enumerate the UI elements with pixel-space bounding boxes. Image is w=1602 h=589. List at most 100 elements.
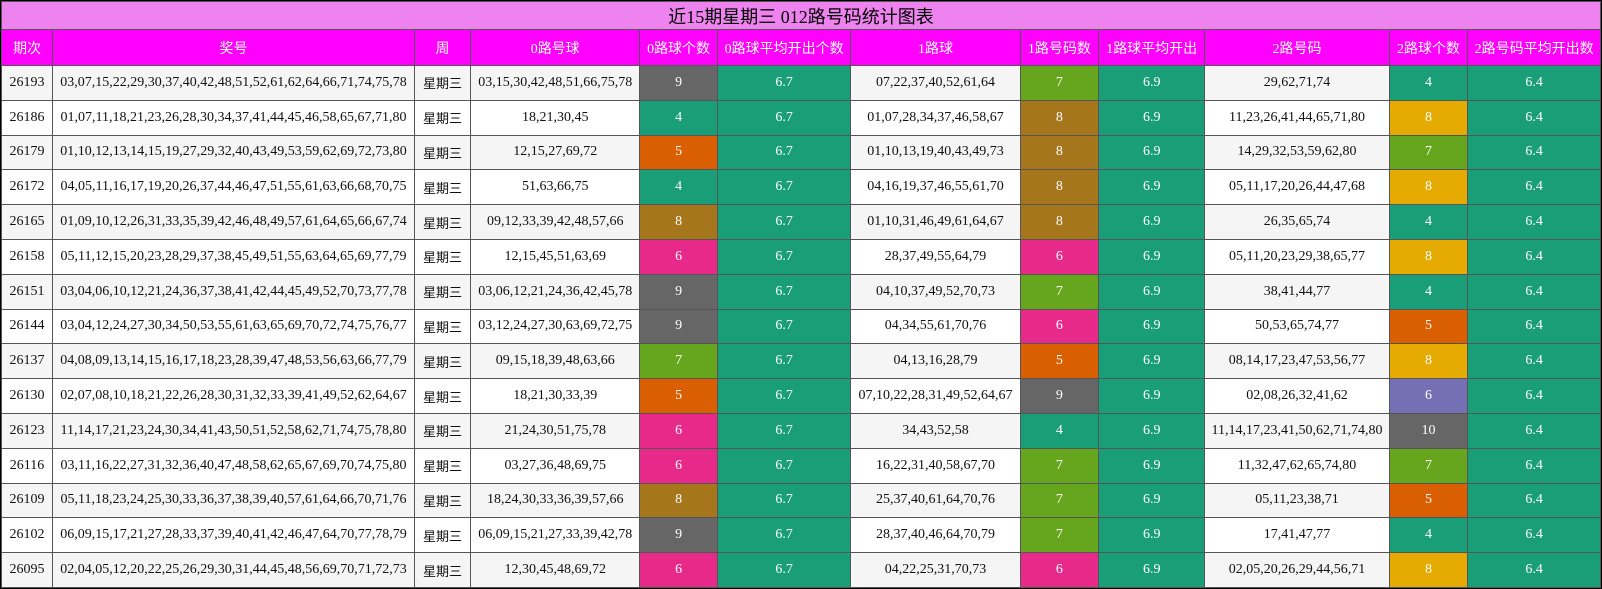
table-row[interactable]: 26151 03,04,06,10,12,21,24,36,37,38,41,42… — [1, 273, 1601, 310]
route2-count-cell: 8 — [1388, 552, 1469, 588]
winning-numbers-cell: 03,11,16,22,27,31,32,36,40,47,48,58,62,6… — [51, 447, 415, 484]
header-week[interactable]: 周 — [413, 29, 472, 66]
table-row[interactable]: 26144 03,04,12,24,27,30,34,50,53,55,61,63… — [1, 308, 1601, 345]
route1-numbers-cell: 04,16,19,37,46,55,61,70 — [850, 169, 1021, 206]
route2-average-cell: 6.4 — [1467, 204, 1601, 240]
issue-cell: 26179 — [1, 134, 53, 171]
header-route0-count[interactable]: 0路球个数 — [639, 29, 718, 66]
route2-count-cell: 5 — [1388, 482, 1469, 519]
route2-count-cell: 8 — [1388, 343, 1469, 380]
header-route1-count[interactable]: 1路号码数 — [1019, 29, 1100, 66]
table-row[interactable]: 26165 01,09,10,12,26,31,33,35,39,42,46,48… — [1, 204, 1601, 240]
route1-count-cell: 8 — [1019, 99, 1100, 136]
route0-numbers-cell: 03,27,36,48,69,75 — [470, 447, 641, 484]
route2-average-cell: 6.4 — [1467, 238, 1601, 275]
table-row[interactable]: 26158 05,11,12,15,20,23,28,29,37,38,45,49… — [1, 238, 1601, 275]
route2-count-cell: 4 — [1388, 204, 1469, 240]
route2-count-cell: 8 — [1388, 169, 1469, 206]
route0-average-cell: 6.7 — [716, 204, 852, 240]
week-cell: 星期三 — [413, 412, 472, 449]
issue-cell: 26172 — [1, 169, 53, 206]
route1-count-cell: 7 — [1019, 273, 1100, 310]
route1-count-cell: 6 — [1019, 238, 1100, 275]
header-route2-average[interactable]: 2路号码平均开出数 — [1467, 29, 1601, 66]
table-row[interactable]: 26179 01,10,12,13,14,15,19,27,29,32,40,43… — [1, 134, 1601, 171]
route0-average-cell: 6.7 — [716, 134, 852, 171]
route0-count-cell: 4 — [639, 99, 718, 136]
header-route0-average[interactable]: 0路球平均开出个数 — [716, 29, 852, 66]
route2-average-cell: 6.4 — [1467, 552, 1601, 588]
route1-average-cell: 6.9 — [1098, 204, 1206, 240]
table-title: 近15期星期三 012路号码统计图表 — [1, 1, 1601, 30]
route1-average-cell: 6.9 — [1098, 378, 1206, 414]
route2-count-cell: 4 — [1388, 273, 1469, 310]
route2-count-cell: 8 — [1388, 238, 1469, 275]
route0-count-cell: 7 — [639, 343, 718, 380]
route2-count-cell: 7 — [1388, 447, 1469, 484]
route1-numbers-cell: 07,10,22,28,31,49,52,64,67 — [850, 378, 1021, 414]
route2-numbers-cell: 05,11,23,38,71 — [1204, 482, 1390, 519]
route1-count-cell: 8 — [1019, 204, 1100, 240]
route2-numbers-cell: 02,08,26,32,41,62 — [1204, 378, 1390, 414]
route1-numbers-cell: 25,37,40,61,64,70,76 — [850, 482, 1021, 519]
winning-numbers-cell: 05,11,12,15,20,23,28,29,37,38,45,49,51,5… — [51, 238, 415, 275]
route2-count-cell: 5 — [1388, 308, 1469, 345]
week-cell: 星期三 — [413, 134, 472, 171]
week-cell: 星期三 — [413, 204, 472, 240]
route2-average-cell: 6.4 — [1467, 273, 1601, 310]
table-row[interactable]: 26130 02,07,08,10,18,21,22,26,28,30,31,32… — [1, 378, 1601, 414]
table-row[interactable]: 26137 04,08,09,13,14,15,16,17,18,23,28,39… — [1, 343, 1601, 380]
table-row[interactable]: 26116 03,11,16,22,27,31,32,36,40,47,48,58… — [1, 447, 1601, 484]
table-row[interactable]: 26095 02,04,05,12,20,22,25,26,29,30,31,44… — [1, 552, 1601, 588]
header-issue[interactable]: 期次 — [1, 29, 53, 66]
table-title-row: 近15期星期三 012路号码统计图表 — [1, 1, 1601, 30]
table-row[interactable]: 26123 11,14,17,21,23,24,30,34,41,43,50,51… — [1, 412, 1601, 449]
winning-numbers-cell: 06,09,15,17,21,27,28,33,37,39,40,41,42,4… — [51, 517, 415, 554]
winning-numbers-cell: 04,05,11,16,17,19,20,26,37,44,46,47,51,5… — [51, 169, 415, 206]
table-row[interactable]: 26102 06,09,15,17,21,27,28,33,37,39,40,41… — [1, 517, 1601, 554]
route0-numbers-cell: 09,15,18,39,48,63,66 — [470, 343, 641, 380]
route2-average-cell: 6.4 — [1467, 343, 1601, 380]
route1-numbers-cell: 16,22,31,40,58,67,70 — [850, 447, 1021, 484]
header-route2-count[interactable]: 2路球个数 — [1388, 29, 1469, 66]
week-cell: 星期三 — [413, 308, 472, 345]
route2-count-cell: 10 — [1388, 412, 1469, 449]
header-route2-numbers[interactable]: 2路号码 — [1204, 29, 1390, 66]
route2-numbers-cell: 11,23,26,41,44,65,71,80 — [1204, 99, 1390, 136]
route1-count-cell: 6 — [1019, 308, 1100, 345]
winning-numbers-cell: 01,10,12,13,14,15,19,27,29,32,40,43,49,5… — [51, 134, 415, 171]
route1-numbers-cell: 01,07,28,34,37,46,58,67 — [850, 99, 1021, 136]
route0-average-cell: 6.7 — [716, 343, 852, 380]
route2-count-cell: 7 — [1388, 134, 1469, 171]
week-cell: 星期三 — [413, 482, 472, 519]
route1-average-cell: 6.9 — [1098, 65, 1206, 101]
table-row[interactable]: 26172 04,05,11,16,17,19,20,26,37,44,46,47… — [1, 169, 1601, 206]
week-cell: 星期三 — [413, 169, 472, 206]
week-cell: 星期三 — [413, 378, 472, 414]
table-row[interactable]: 26186 01,07,11,18,21,23,26,28,30,34,37,41… — [1, 99, 1601, 136]
header-route1-average[interactable]: 1路球平均开出 — [1098, 29, 1206, 66]
route1-count-cell: 6 — [1019, 552, 1100, 588]
route0-count-cell: 5 — [639, 134, 718, 171]
route2-average-cell: 6.4 — [1467, 99, 1601, 136]
table-row[interactable]: 26109 05,11,18,23,24,25,30,33,36,37,38,39… — [1, 482, 1601, 519]
route0-count-cell: 8 — [639, 204, 718, 240]
route0-numbers-cell: 18,21,30,45 — [470, 99, 641, 136]
route0-count-cell: 6 — [639, 412, 718, 449]
header-winning-numbers[interactable]: 奖号 — [51, 29, 415, 66]
route2-numbers-cell: 50,53,65,74,77 — [1204, 308, 1390, 345]
route0-average-cell: 6.7 — [716, 169, 852, 206]
route0-numbers-cell: 09,12,33,39,42,48,57,66 — [470, 204, 641, 240]
week-cell: 星期三 — [413, 65, 472, 101]
winning-numbers-cell: 03,04,12,24,27,30,34,50,53,55,61,63,65,6… — [51, 308, 415, 345]
route2-count-cell: 4 — [1388, 65, 1469, 101]
route1-average-cell: 6.9 — [1098, 343, 1206, 380]
route0-numbers-cell: 51,63,66,75 — [470, 169, 641, 206]
route1-average-cell: 6.9 — [1098, 517, 1206, 554]
route2-average-cell: 6.4 — [1467, 412, 1601, 449]
route1-count-cell: 5 — [1019, 343, 1100, 380]
header-route0-numbers[interactable]: 0路号球 — [470, 29, 641, 66]
table-row[interactable]: 26193 03,07,15,22,29,30,37,40,42,48,51,52… — [1, 65, 1601, 101]
header-route1-numbers[interactable]: 1路球 — [850, 29, 1021, 66]
